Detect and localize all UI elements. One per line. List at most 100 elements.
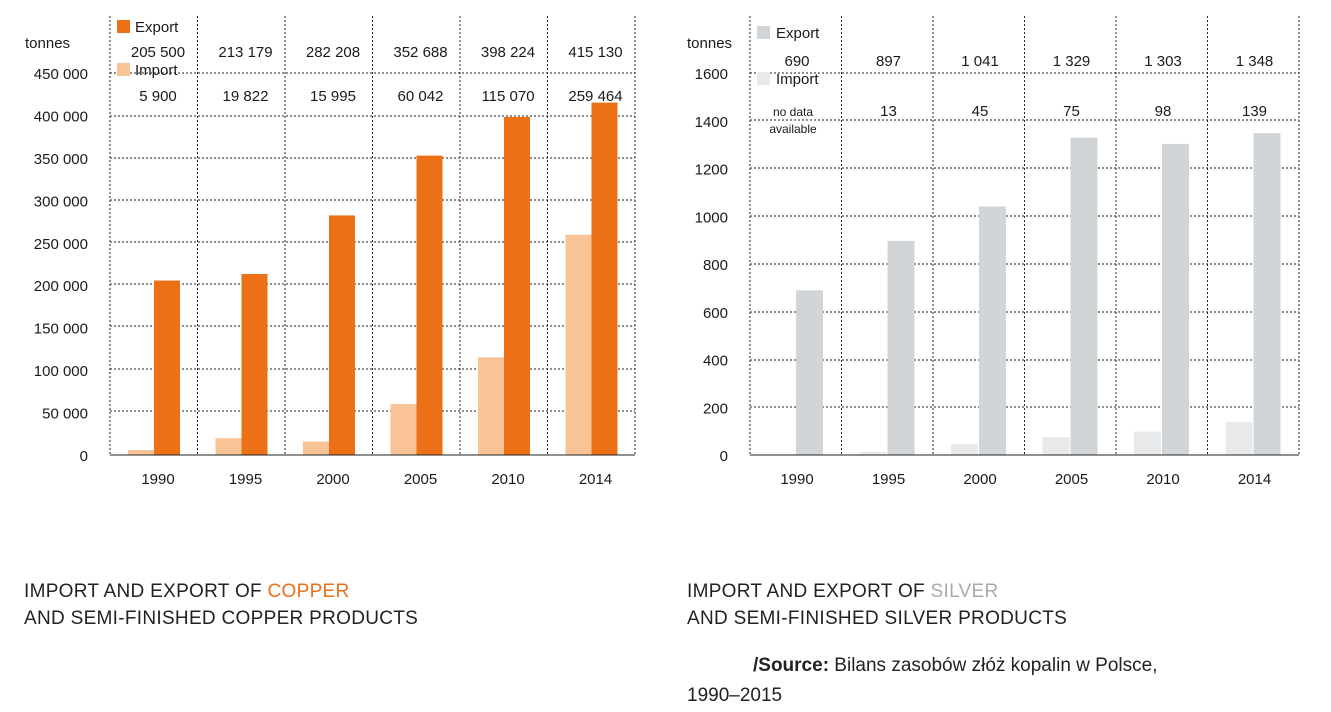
- copper-export-bar-2000: [329, 215, 355, 455]
- copper-import-value-label-1990: 5 900: [139, 88, 177, 105]
- silver-import-bar-2000: [951, 444, 978, 455]
- copper-legend-import-label: Import: [135, 62, 178, 79]
- silver-import-bar-2014: [1225, 421, 1253, 455]
- silver-ytick-label: 1400: [695, 114, 728, 131]
- silver-export-value-label-2005: 1 329: [1053, 53, 1091, 70]
- copper-legend-import-swatch: [117, 63, 130, 76]
- source-years: 1990–2015: [687, 685, 783, 706]
- silver-ytick-label: 1600: [695, 66, 728, 83]
- copper-category-label-2010: 2010: [491, 471, 524, 488]
- source-note: /Source: Bilans zasobów złóż kopalin w P…: [687, 651, 1247, 711]
- copper-ytick-label: 100 000: [34, 363, 88, 380]
- copper-export-value-label-2010: 398 224: [481, 44, 535, 61]
- silver-import-value-label-1995: 13: [880, 103, 897, 120]
- copper-y-unit-label: tonnes: [25, 35, 70, 52]
- copper-category-label-2005: 2005: [404, 471, 437, 488]
- silver-export-value-label-2014: 1 348: [1236, 53, 1274, 70]
- silver-ytick-label: 600: [703, 305, 728, 322]
- silver-import-value-label-1990: available: [769, 122, 817, 136]
- silver-import-bar-2005: [1042, 437, 1070, 455]
- copper-caption-prefix: IMPORT AND EXPORT OF: [24, 581, 268, 602]
- silver-category-label-2014: 2014: [1238, 471, 1271, 488]
- silver-caption-accent: SILVER: [930, 581, 999, 602]
- copper-export-bar-1990: [154, 280, 180, 455]
- silver-export-bar-2000: [979, 206, 1006, 455]
- source-text: Bilans zasobów złóż kopalin w Polsce,: [829, 655, 1158, 676]
- copper-export-value-label-2000: 282 208: [306, 44, 360, 61]
- copper-caption-accent: COPPER: [267, 581, 350, 602]
- copper-legend-export-swatch: [117, 20, 130, 33]
- source-label: /Source:: [753, 655, 830, 676]
- copper-ytick-label: 450 000: [34, 66, 88, 83]
- silver-chart-caption: IMPORT AND EXPORT OF SILVER AND SEMI-FIN…: [687, 578, 1067, 632]
- silver-ytick-label: 200: [703, 400, 728, 417]
- copper-category-label-1995: 1995: [229, 471, 262, 488]
- copper-import-value-label-2014: 259 464: [568, 88, 622, 105]
- copper-ytick-label: 50 000: [42, 406, 88, 423]
- silver-ytick-label: 800: [703, 257, 728, 274]
- copper-caption-line2: AND SEMI-FINISHED COPPER PRODUCTS: [24, 608, 419, 629]
- silver-ytick-label: 0: [720, 448, 728, 465]
- silver-chart: 0 200 400 600 800 1000 1200 1400 1600 tonnes 1990 1…: [687, 16, 1300, 488]
- copper-export-bar-1995: [241, 274, 268, 455]
- silver-import-value-label-1990: no data: [773, 105, 813, 119]
- silver-caption-line2: AND SEMI-FINISHED SILVER PRODUCTS: [687, 608, 1068, 629]
- silver-export-bar-1995: [887, 240, 915, 455]
- silver-import-value-label-2000: 45: [972, 103, 989, 120]
- copper-import-bar-2014: [565, 234, 592, 455]
- silver-ytick-label: 1000: [695, 209, 728, 226]
- copper-import-value-label-2000: 15 995: [310, 88, 356, 105]
- silver-export-value-label-2010: 1 303: [1144, 53, 1182, 70]
- copper-import-bar-1990: [128, 449, 154, 455]
- silver-import-bar-2010: [1134, 431, 1161, 455]
- silver-caption-prefix: IMPORT AND EXPORT OF: [687, 581, 931, 602]
- silver-category-label-1995: 1995: [872, 471, 905, 488]
- silver-ytick-label: 1200: [695, 162, 728, 179]
- copper-import-bar-2010: [478, 357, 504, 455]
- silver-legend-export-swatch: [757, 26, 770, 39]
- silver-legend-export-label: Export: [776, 25, 820, 42]
- copper-ytick-label: 400 000: [34, 108, 88, 125]
- copper-import-value-label-1995: 19 822: [223, 88, 269, 105]
- copper-import-value-label-2005: 60 042: [398, 88, 444, 105]
- silver-export-value-label-1990: 690: [784, 53, 809, 70]
- silver-ytick-label: 400: [703, 353, 728, 370]
- copper-chart: 0 50 000 100 000 150 000 200 000 250 000 300 0…: [25, 16, 636, 488]
- silver-export-value-label-1995: 897: [876, 53, 901, 70]
- copper-ytick-label: 300 000: [34, 193, 88, 210]
- silver-export-bar-2005: [1070, 137, 1098, 456]
- copper-export-value-label-2014: 415 130: [568, 44, 622, 61]
- copper-ytick-label: 150 000: [34, 321, 88, 338]
- silver-import-bar-1995: [859, 451, 887, 455]
- silver-export-bar-2014: [1253, 133, 1281, 456]
- silver-import-value-label-2010: 98: [1155, 103, 1172, 120]
- copper-ytick-label: 0: [80, 448, 88, 465]
- copper-legend-export-label: Export: [135, 19, 179, 36]
- copper-export-bar-2014: [591, 102, 618, 455]
- silver-export-bar-2010: [1162, 143, 1189, 455]
- copper-category-label-2000: 2000: [316, 471, 349, 488]
- silver-category-label-2000: 2000: [963, 471, 996, 488]
- silver-export-value-label-2000: 1 041: [961, 53, 999, 70]
- silver-import-value-label-2005: 75: [1063, 103, 1080, 120]
- copper-import-bar-2005: [390, 404, 417, 455]
- copper-ytick-label: 250 000: [34, 236, 88, 253]
- copper-chart-caption: IMPORT AND EXPORT OF COPPER AND SEMI-FIN…: [24, 578, 418, 632]
- copper-export-value-label-1990: 205 500: [131, 44, 185, 61]
- copper-ytick-label: 200 000: [34, 278, 88, 295]
- silver-y-unit-label: tonnes: [687, 35, 732, 52]
- copper-import-bar-1995: [215, 438, 242, 455]
- copper-import-value-label-2010: 115 070: [481, 88, 534, 105]
- copper-import-bar-2000: [303, 441, 329, 455]
- copper-category-label-2014: 2014: [579, 471, 612, 488]
- copper-ytick-label: 350 000: [34, 151, 88, 168]
- silver-legend-import-label: Import: [776, 71, 819, 88]
- silver-export-bar-1990: [796, 290, 823, 455]
- silver-import-value-label-2014: 139: [1242, 103, 1267, 120]
- silver-category-label-1990: 1990: [780, 471, 813, 488]
- copper-category-label-1990: 1990: [141, 471, 174, 488]
- silver-legend-import-swatch: [757, 72, 770, 85]
- copper-export-bar-2010: [504, 116, 530, 455]
- copper-export-value-label-1995: 213 179: [218, 44, 272, 61]
